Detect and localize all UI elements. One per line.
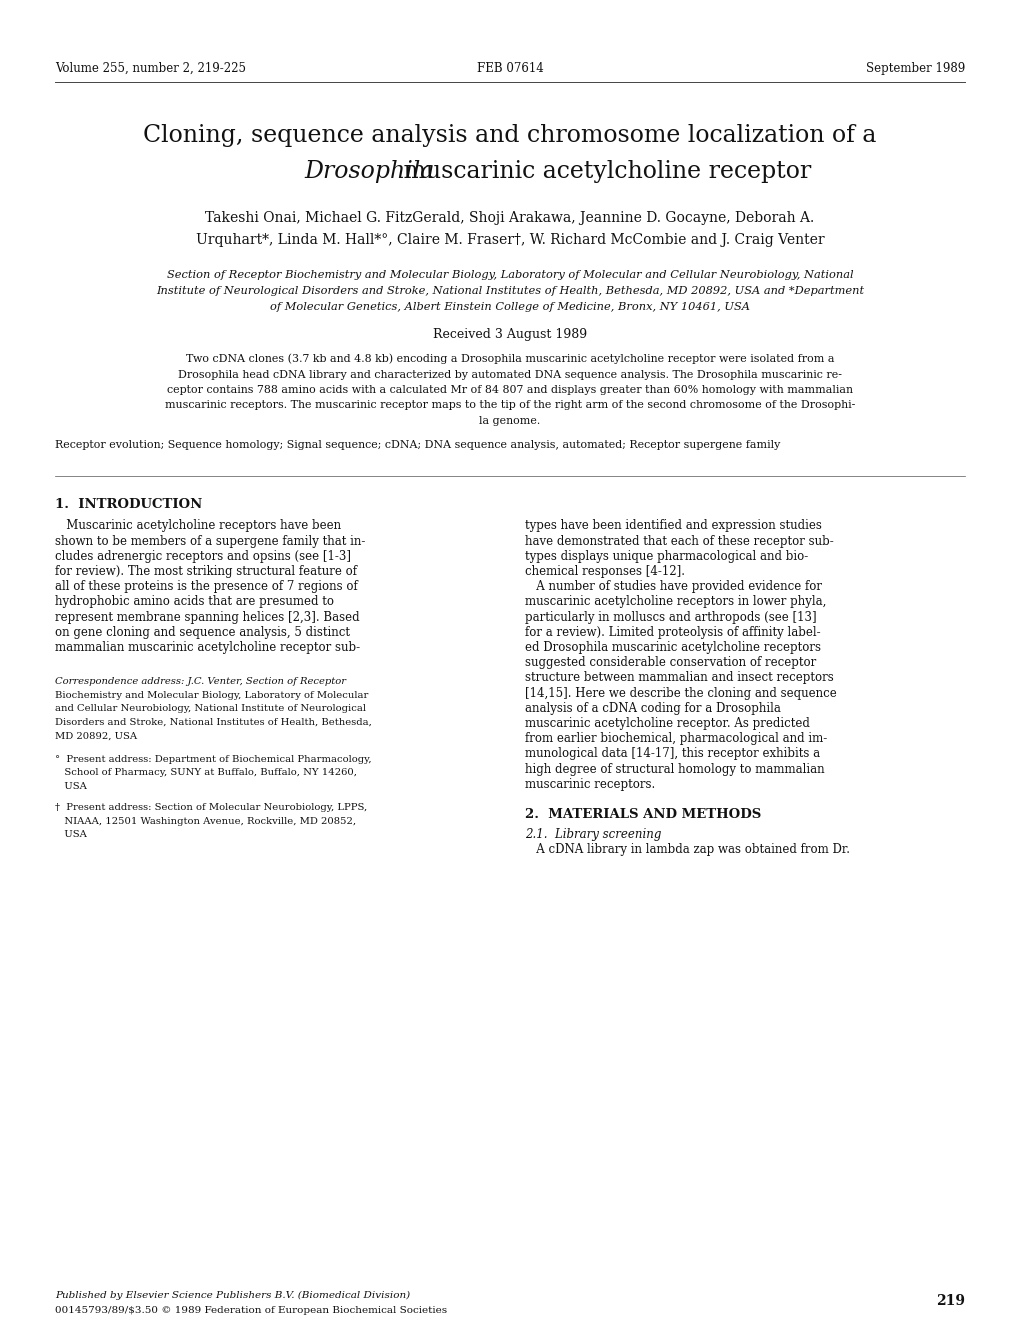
Text: types have been identified and expression studies: types have been identified and expressio…	[525, 519, 821, 533]
Text: represent membrane spanning helices [2,3]. Based: represent membrane spanning helices [2,3…	[55, 610, 360, 624]
Text: muscarinic acetylcholine receptor: muscarinic acetylcholine receptor	[395, 161, 811, 183]
Text: ed Drosophila muscarinic acetylcholine receptors: ed Drosophila muscarinic acetylcholine r…	[525, 641, 820, 654]
Text: muscarinic acetylcholine receptor. As predicted: muscarinic acetylcholine receptor. As pr…	[525, 717, 809, 731]
Text: hydrophobic amino acids that are presumed to: hydrophobic amino acids that are presume…	[55, 595, 333, 609]
Text: 219: 219	[935, 1294, 964, 1309]
Text: †  Present address: Section of Molecular Neurobiology, LPPS,: † Present address: Section of Molecular …	[55, 803, 367, 812]
Text: Drosophila: Drosophila	[304, 161, 434, 183]
Text: [14,15]. Here we describe the cloning and sequence: [14,15]. Here we describe the cloning an…	[525, 686, 836, 700]
Text: Drosophila head cDNA library and characterized by automated DNA sequence analysi: Drosophila head cDNA library and charact…	[178, 369, 841, 380]
Text: ceptor contains 788 amino acids with a calculated Mr of 84 807 and displays grea: ceptor contains 788 amino acids with a c…	[167, 385, 852, 395]
Text: types displays unique pharmacological and bio-: types displays unique pharmacological an…	[525, 550, 807, 563]
Text: for review). The most striking structural feature of: for review). The most striking structura…	[55, 565, 357, 578]
Text: shown to be members of a supergene family that in-: shown to be members of a supergene famil…	[55, 535, 365, 547]
Text: September 1989: September 1989	[865, 62, 964, 75]
Text: on gene cloning and sequence analysis, 5 distinct: on gene cloning and sequence analysis, 5…	[55, 626, 350, 640]
Text: la genome.: la genome.	[479, 416, 540, 425]
Text: all of these proteins is the presence of 7 regions of: all of these proteins is the presence of…	[55, 581, 358, 593]
Text: Disorders and Stroke, National Institutes of Health, Bethesda,: Disorders and Stroke, National Institute…	[55, 717, 372, 727]
Text: USA: USA	[55, 781, 87, 791]
Text: mammalian muscarinic acetylcholine receptor sub-: mammalian muscarinic acetylcholine recep…	[55, 641, 360, 654]
Text: Cloning, sequence analysis and chromosome localization of a: Cloning, sequence analysis and chromosom…	[144, 124, 875, 147]
Text: 1.  INTRODUCTION: 1. INTRODUCTION	[55, 498, 202, 511]
Text: 2.  MATERIALS AND METHODS: 2. MATERIALS AND METHODS	[525, 808, 760, 822]
Text: muscarinic receptors.: muscarinic receptors.	[525, 777, 654, 791]
Text: muscarinic receptors. The muscarinic receptor maps to the tip of the right arm o: muscarinic receptors. The muscarinic rec…	[165, 400, 854, 411]
Text: high degree of structural homology to mammalian: high degree of structural homology to ma…	[525, 763, 823, 776]
Text: 2.1.  Library screening: 2.1. Library screening	[525, 828, 660, 842]
Text: particularly in molluscs and arthropods (see [13]: particularly in molluscs and arthropods …	[525, 610, 816, 624]
Text: suggested considerable conservation of receptor: suggested considerable conservation of r…	[525, 657, 815, 669]
Text: Urquhart*, Linda M. Hall*°, Claire M. Fraser†, W. Richard McCombie and J. Craig : Urquhart*, Linda M. Hall*°, Claire M. Fr…	[196, 233, 823, 248]
Text: Institute of Neurological Disorders and Stroke, National Institutes of Health, B: Institute of Neurological Disorders and …	[156, 286, 863, 296]
Text: Received 3 August 1989: Received 3 August 1989	[432, 328, 587, 341]
Text: structure between mammalian and insect receptors: structure between mammalian and insect r…	[525, 672, 833, 685]
Text: muscarinic acetylcholine receptors in lower phyla,: muscarinic acetylcholine receptors in lo…	[525, 595, 825, 609]
Text: Correspondence address: J.C. Venter, Section of Receptor: Correspondence address: J.C. Venter, Sec…	[55, 677, 345, 686]
Text: Two cDNA clones (3.7 kb and 4.8 kb) encoding a Drosophila muscarinic acetylcholi: Two cDNA clones (3.7 kb and 4.8 kb) enco…	[185, 353, 834, 364]
Text: A number of studies have provided evidence for: A number of studies have provided eviden…	[525, 581, 821, 593]
Text: of Molecular Genetics, Albert Einstein College of Medicine, Bronx, NY 10461, USA: of Molecular Genetics, Albert Einstein C…	[270, 302, 749, 312]
Text: and Cellular Neurobiology, National Institute of Neurological: and Cellular Neurobiology, National Inst…	[55, 704, 366, 713]
Text: USA: USA	[55, 831, 87, 839]
Text: cludes adrenergic receptors and opsins (see [1-3]: cludes adrenergic receptors and opsins (…	[55, 550, 351, 563]
Text: Section of Receptor Biochemistry and Molecular Biology, Laboratory of Molecular : Section of Receptor Biochemistry and Mol…	[166, 270, 853, 280]
Text: A cDNA library in lambda zap was obtained from Dr.: A cDNA library in lambda zap was obtaine…	[525, 843, 849, 856]
Text: 00145793/89/$3.50 © 1989 Federation of European Biochemical Societies: 00145793/89/$3.50 © 1989 Federation of E…	[55, 1306, 446, 1315]
Text: munological data [14-17], this receptor exhibits a: munological data [14-17], this receptor …	[525, 748, 819, 760]
Text: Biochemistry and Molecular Biology, Laboratory of Molecular: Biochemistry and Molecular Biology, Labo…	[55, 690, 368, 700]
Text: °  Present address: Department of Biochemical Pharmacology,: ° Present address: Department of Biochem…	[55, 755, 371, 764]
Text: Takeshi Onai, Michael G. FitzGerald, Shoji Arakawa, Jeannine D. Gocayne, Deborah: Takeshi Onai, Michael G. FitzGerald, Sho…	[205, 211, 814, 225]
Text: School of Pharmacy, SUNY at Buffalo, Buffalo, NY 14260,: School of Pharmacy, SUNY at Buffalo, Buf…	[55, 768, 357, 777]
Text: Receptor evolution; Sequence homology; Signal sequence; cDNA; DNA sequence analy: Receptor evolution; Sequence homology; S…	[55, 439, 780, 450]
Text: from earlier biochemical, pharmacological and im-: from earlier biochemical, pharmacologica…	[525, 732, 826, 745]
Text: for a review). Limited proteolysis of affinity label-: for a review). Limited proteolysis of af…	[525, 626, 820, 640]
Text: analysis of a cDNA coding for a Drosophila: analysis of a cDNA coding for a Drosophi…	[525, 702, 781, 714]
Text: FEB 07614: FEB 07614	[476, 62, 543, 75]
Text: chemical responses [4-12].: chemical responses [4-12].	[525, 565, 685, 578]
Text: have demonstrated that each of these receptor sub-: have demonstrated that each of these rec…	[525, 535, 833, 547]
Text: Volume 255, number 2, 219-225: Volume 255, number 2, 219-225	[55, 62, 246, 75]
Text: NIAAA, 12501 Washington Avenue, Rockville, MD 20852,: NIAAA, 12501 Washington Avenue, Rockvill…	[55, 816, 356, 826]
Text: Published by Elsevier Science Publishers B.V. (Biomedical Division): Published by Elsevier Science Publishers…	[55, 1291, 410, 1301]
Text: MD 20892, USA: MD 20892, USA	[55, 732, 137, 740]
Text: Muscarinic acetylcholine receptors have been: Muscarinic acetylcholine receptors have …	[55, 519, 340, 533]
